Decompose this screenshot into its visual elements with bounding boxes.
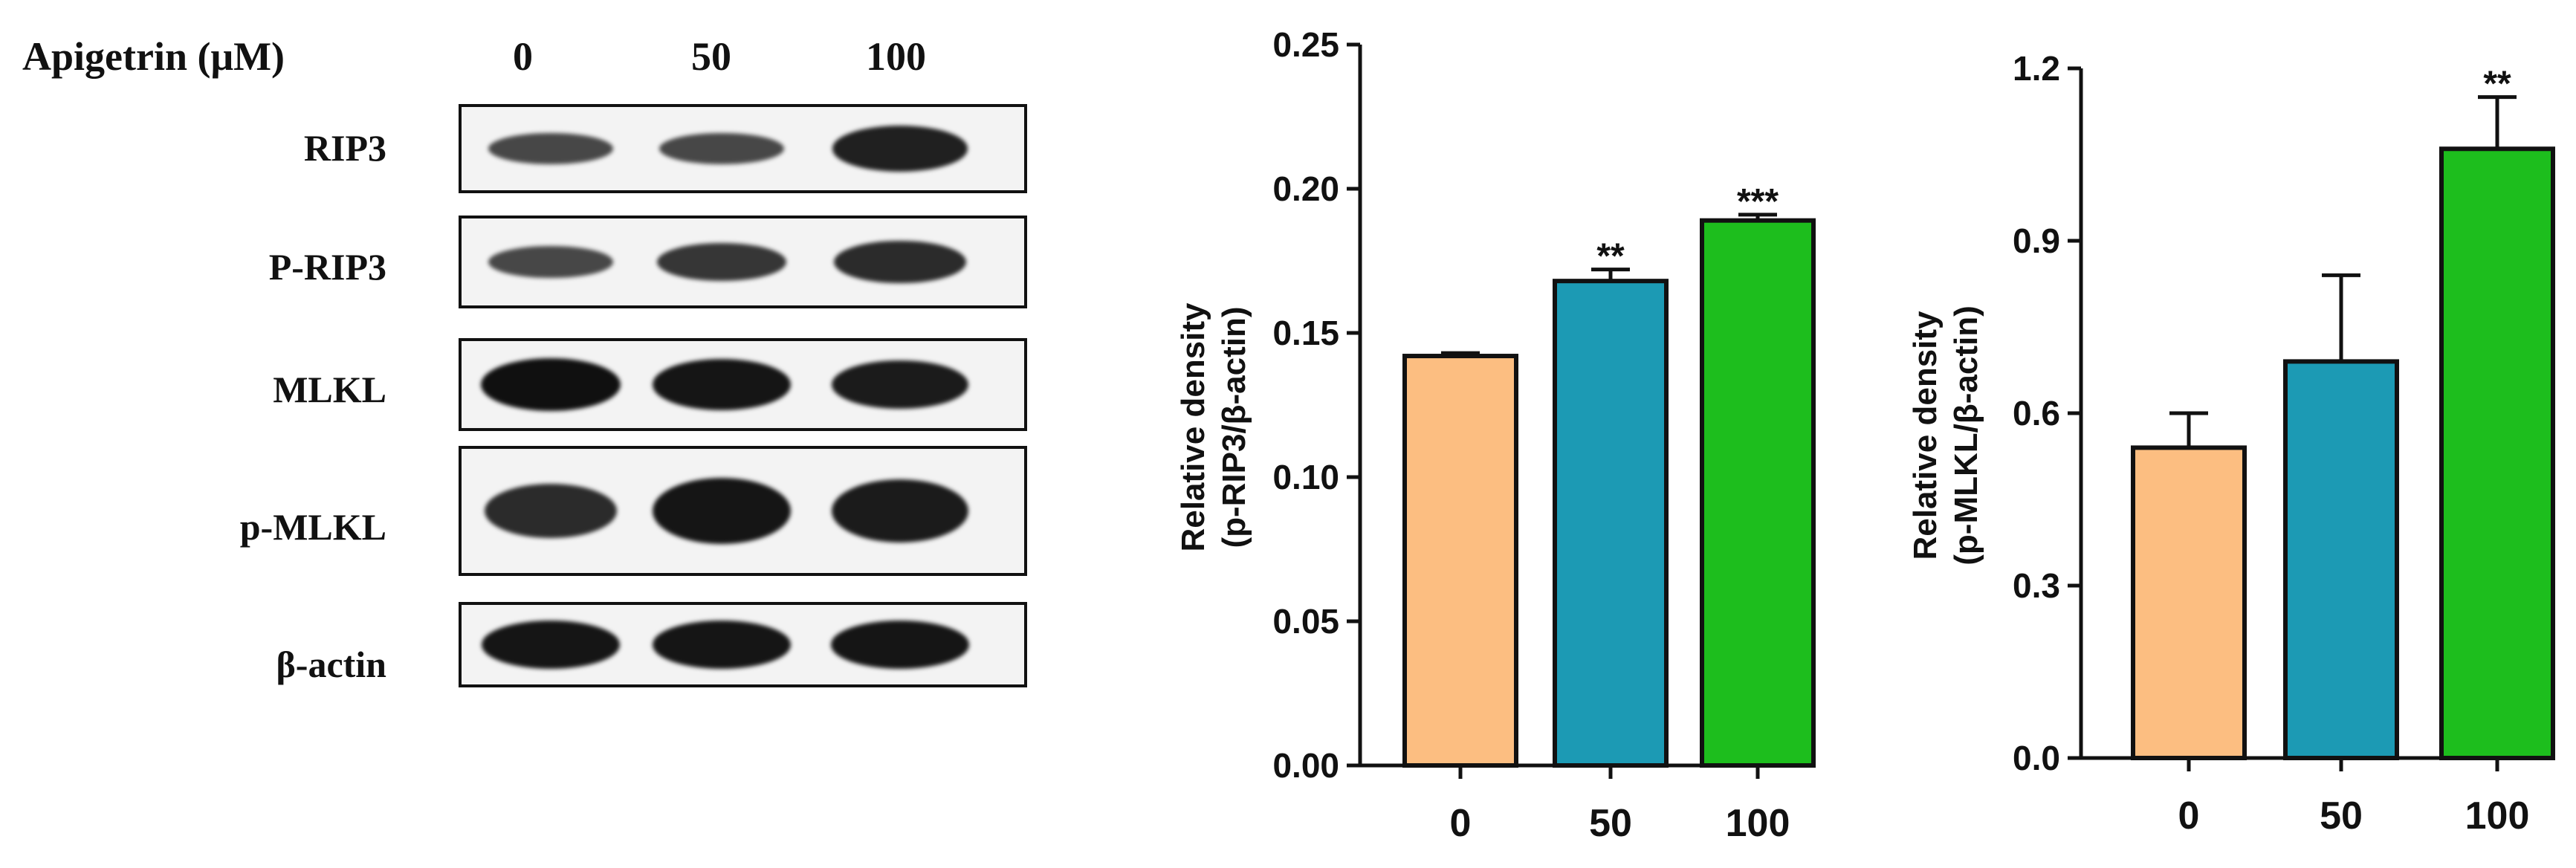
y-axis-label: Relative density: [1175, 302, 1211, 552]
blot-band: [653, 621, 791, 669]
y-tick-label: 0.3: [2013, 566, 2060, 605]
x-tick-label: 0: [1450, 802, 1472, 845]
x-tick-label: 50: [2320, 794, 2363, 838]
blot-row-4: [459, 602, 1027, 687]
row-label-beta-actin: β-actin: [276, 644, 386, 685]
blot-band: [659, 132, 784, 165]
bar-100: [2439, 146, 2555, 760]
blot-band: [653, 478, 791, 544]
x-tick-label: 100: [2465, 794, 2530, 838]
y-tick-label: 0.10: [1272, 458, 1339, 496]
blot-band: [832, 360, 968, 409]
chart-p-rip3: 0.00 0.05 0.10 0.15 0.20 0.25 0 50 ** 100 *** Relat…: [1175, 25, 1816, 845]
blot-band: [657, 242, 786, 282]
significance-label: **: [1596, 237, 1625, 276]
blot-band: [488, 245, 613, 279]
y-axis-label: Relative density: [1907, 311, 1944, 560]
y-tick-label: 0.05: [1272, 602, 1339, 641]
y-axis-label-unit: (p-RIP3/β-actin): [1216, 306, 1252, 548]
x-tick-label: 0: [2178, 794, 2200, 838]
row-label-p-rip3: P-RIP3: [268, 246, 386, 288]
y-tick-label: 1.2: [2013, 49, 2060, 88]
y-tick-label: 0.20: [1272, 169, 1339, 208]
bar-50: [1553, 279, 1669, 768]
significance-label: **: [2483, 65, 2511, 104]
y-tick-label: 0.00: [1272, 746, 1339, 785]
blot-row-3: [459, 446, 1027, 576]
bar-0: [1402, 354, 1518, 768]
blot-band: [485, 483, 617, 539]
blot-row-2: [459, 338, 1027, 431]
row-label-rip3: RIP3: [303, 127, 386, 169]
y-tick-label: 0.9: [2013, 221, 2060, 260]
bar-0: [2131, 445, 2247, 761]
lane-label-100: 100: [866, 34, 926, 79]
x-tick-label: 100: [1726, 802, 1790, 845]
bar-100: [1700, 218, 1816, 768]
blot-row-1: [459, 216, 1027, 308]
row-label-mlkl: MLKL: [273, 369, 386, 410]
bar-50: [2283, 359, 2399, 760]
y-tick-label: 0.6: [2013, 394, 2060, 433]
blot-band: [832, 126, 968, 172]
blot-row-0: [459, 104, 1027, 193]
y-axis-label-unit: (p-MLKL/β-actin): [1948, 305, 1984, 565]
blot-band: [488, 132, 613, 165]
lane-label-50: 50: [691, 34, 731, 79]
blot-band: [832, 479, 968, 542]
chart-p-mlkl: 0.0 0.3 0.6 0.9 1.2 0 50 100 ** Relative density(…: [1907, 49, 2555, 838]
y-tick-label: 0.0: [2013, 739, 2060, 777]
significance-label: ***: [1737, 182, 1779, 221]
lane-label-0: 0: [513, 34, 533, 79]
y-tick-label: 0.15: [1272, 314, 1339, 352]
blot-band: [653, 359, 791, 410]
blot-band: [482, 621, 620, 669]
treatment-label: Apigetrin (μM): [22, 34, 285, 79]
x-tick-label: 50: [1589, 802, 1632, 845]
row-label-p-mlkl: p-MLKL: [239, 506, 386, 548]
blot-band: [481, 357, 621, 412]
blot-band: [831, 621, 969, 669]
y-tick-label: 0.25: [1272, 25, 1339, 64]
blot-band: [834, 240, 966, 284]
